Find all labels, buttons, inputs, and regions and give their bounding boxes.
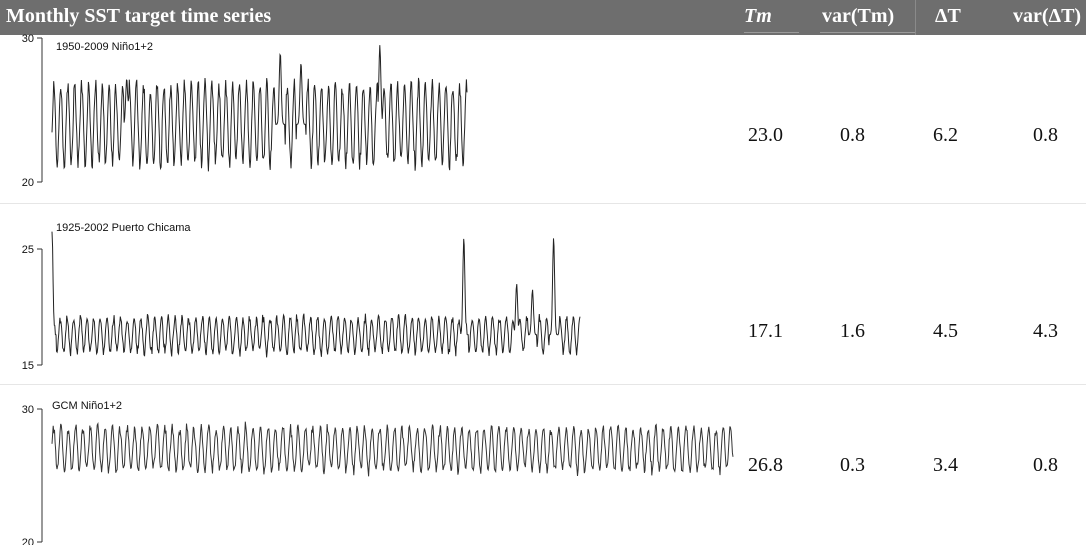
y-tick-label: 20 <box>22 177 34 189</box>
series-line <box>51 45 468 172</box>
header-col-var-dt: var(ΔT) <box>1013 5 1082 27</box>
cell-var-dt: 0.8 <box>1033 124 1058 146</box>
y-tick-label: 30 <box>22 33 34 45</box>
header-underline <box>744 32 799 33</box>
header-col-dt: ΔT <box>935 5 961 27</box>
y-tick-label: 25 <box>22 244 34 256</box>
table-row: 30 20 1950-2009 Niño1+2 23.0 0.8 6.2 0.8 <box>0 33 1086 201</box>
series-line <box>51 231 581 358</box>
cell-var-dt: 0.8 <box>1033 454 1058 476</box>
header-col-var-tm: var(Tm) <box>822 5 895 27</box>
cell-var-tm: 1.6 <box>840 320 865 342</box>
cell-dt: 3.4 <box>933 454 958 476</box>
y-tick-label: 20 <box>22 537 34 545</box>
cell-var-dt: 4.3 <box>1033 320 1058 342</box>
cell-tm: 17.1 <box>748 320 783 342</box>
series-title: GCM Niño1+2 <box>52 400 122 412</box>
y-tick-label: 30 <box>22 404 34 416</box>
row-divider <box>0 384 1086 385</box>
header-underline <box>820 32 915 33</box>
header-series-label: Monthly SST target time series <box>6 5 272 27</box>
table-row: 25 15 1925-2002 Puerto Chicama 17.1 1.6 4.… <box>0 205 1086 375</box>
y-tick-label: 15 <box>22 360 34 372</box>
series-title: 1950-2009 Niño1+2 <box>56 41 153 53</box>
table-header: Monthly SST target time series Tm var(Tm… <box>0 0 1086 35</box>
cell-dt: 6.2 <box>933 124 958 146</box>
series-line <box>51 421 734 477</box>
sparkline-gcm-nino12: 30 20 GCM Niño1+2 <box>22 400 734 545</box>
header-separator <box>915 0 916 35</box>
cell-var-tm: 0.3 <box>840 454 865 476</box>
sparkline-nino12-observed: 30 20 1950-2009 Niño1+2 <box>22 33 468 189</box>
header-col-tm: Tm <box>744 5 772 27</box>
row-divider <box>0 203 1086 204</box>
table-row: 30 20 GCM Niño1+2 26.8 0.3 3.4 0.8 <box>0 386 1086 545</box>
cell-var-tm: 0.8 <box>840 124 865 146</box>
series-title: 1925-2002 Puerto Chicama <box>56 222 191 234</box>
cell-tm: 23.0 <box>748 124 783 146</box>
sparkline-puerto-chicama: 25 15 1925-2002 Puerto Chicama <box>22 222 581 372</box>
cell-tm: 26.8 <box>748 454 783 476</box>
cell-dt: 4.5 <box>933 320 958 342</box>
